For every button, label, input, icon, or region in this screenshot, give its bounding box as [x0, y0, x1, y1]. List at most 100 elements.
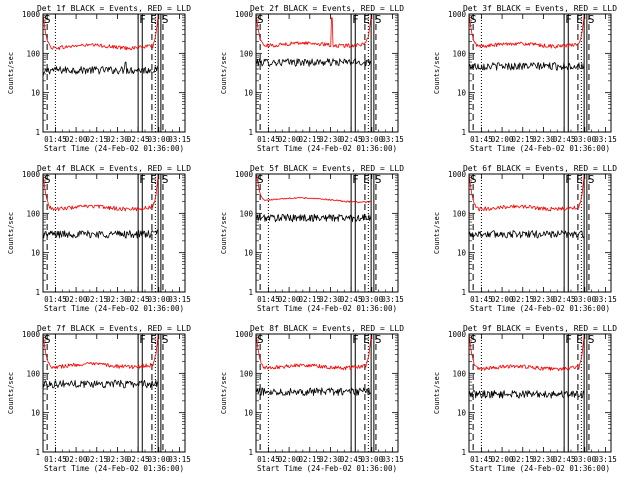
marker-end-label: E — [363, 173, 370, 186]
x-tick-label: 01:45 — [470, 455, 493, 464]
panel-det-4: Det 4f BLACK = Events, RED = LLD Counts/s… — [7, 164, 191, 313]
marker-start-label: S — [257, 13, 264, 26]
x-tick-label: 02:00 — [278, 135, 301, 144]
y-tick-label: 100 — [452, 49, 466, 58]
plot-frame — [42, 13, 186, 133]
y-tick-label: 1000 — [22, 170, 41, 179]
x-axis-label: Start Time (24-Feb-02 01:36:00) — [470, 464, 610, 473]
x-tick-label: 02:30 — [319, 135, 342, 144]
x-tick-label: 02:00 — [278, 295, 301, 304]
plot-frame — [255, 173, 399, 293]
y-tick-label: 1 — [248, 288, 253, 297]
x-axis-label: Start Time (24-Feb-02 01:36:00) — [44, 304, 184, 313]
x-tick-label: 02:30 — [106, 455, 129, 464]
marker-saa-label: S — [588, 173, 595, 186]
x-tick-label: 02:45 — [553, 135, 576, 144]
x-tick-label: 02:15 — [511, 295, 534, 304]
y-tick-label: 100 — [26, 209, 40, 218]
y-tick-label: 100 — [26, 49, 40, 58]
series-events-line — [42, 61, 159, 78]
panel-title: Det 2f BLACK = Events, RED = LLD — [250, 4, 404, 13]
x-tick-label: 03:00 — [361, 455, 384, 464]
y-tick-label: 1000 — [22, 330, 41, 339]
marker-start-label: S — [44, 13, 51, 26]
series-lld-line — [468, 173, 585, 212]
marker-saa-label: S — [375, 13, 382, 26]
x-tick-label: 02:45 — [553, 295, 576, 304]
x-tick-label: 02:15 — [298, 295, 321, 304]
marker-saa-label: S — [588, 333, 595, 346]
series-lld-line — [42, 333, 159, 370]
y-tick-label: 1 — [461, 288, 466, 297]
y-tick-label: 1 — [35, 448, 40, 457]
marker-end-label: E — [150, 333, 157, 346]
series-lld-line — [42, 13, 159, 51]
y-tick-label: 10 — [244, 89, 254, 98]
y-tick-label: 100 — [452, 209, 466, 218]
x-axis-label: Start Time (24-Feb-02 01:36:00) — [44, 144, 184, 153]
y-tick-label: 10 — [31, 249, 41, 258]
y-tick-label: 1 — [35, 128, 40, 137]
marker-flare-label: F — [352, 333, 359, 346]
x-tick-label: 03:15 — [381, 295, 404, 304]
panel-title: Det 7f BLACK = Events, RED = LLD — [37, 324, 191, 333]
x-tick-label: 03:00 — [574, 135, 597, 144]
x-tick-label: 03:15 — [381, 135, 404, 144]
marker-end-label: E — [150, 173, 157, 186]
x-tick-label: 02:00 — [491, 135, 514, 144]
marker-saa-label: S — [588, 13, 595, 26]
x-tick-label: 02:00 — [491, 295, 514, 304]
y-tick-label: 1 — [248, 128, 253, 137]
x-tick-label: 02:15 — [298, 455, 321, 464]
panel-det-2: Det 2f BLACK = Events, RED = LLD Counts/s… — [220, 4, 404, 153]
x-axis-label: Start Time (24-Feb-02 01:36:00) — [44, 464, 184, 473]
x-tick-label: 03:15 — [594, 135, 617, 144]
x-tick-label: 02:15 — [85, 295, 108, 304]
x-tick-label: 02:30 — [532, 135, 555, 144]
x-axis-label: Start Time (24-Feb-02 01:36:00) — [257, 144, 397, 153]
marker-flare-label: F — [565, 173, 572, 186]
marker-start-label: S — [257, 173, 264, 186]
y-axis-label: Counts/sec — [7, 372, 15, 414]
y-axis-label: Counts/sec — [7, 212, 15, 254]
x-tick-label: 02:00 — [65, 135, 88, 144]
x-tick-label: 03:00 — [574, 295, 597, 304]
y-axis-label: Counts/sec — [433, 212, 441, 254]
marker-start-label: S — [470, 333, 477, 346]
y-tick-label: 10 — [457, 409, 467, 418]
panel-det-8: Det 8f BLACK = Events, RED = LLD Counts/s… — [220, 324, 404, 473]
panel-title: Det 3f BLACK = Events, RED = LLD — [463, 4, 617, 13]
x-tick-label: 01:45 — [257, 455, 280, 464]
panel-det-3: Det 3f BLACK = Events, RED = LLD Counts/s… — [433, 4, 617, 153]
series-lld-line — [255, 13, 372, 48]
series-events-line — [468, 62, 585, 71]
series-lld-line — [42, 173, 159, 212]
y-tick-label: 10 — [244, 409, 254, 418]
marker-flare-label: F — [352, 173, 359, 186]
y-axis-label: Counts/sec — [433, 52, 441, 94]
marker-end-label: E — [576, 333, 583, 346]
panel-det-9: Det 9f BLACK = Events, RED = LLD Counts/s… — [433, 324, 617, 473]
x-tick-label: 03:00 — [361, 295, 384, 304]
marker-start-label: S — [470, 13, 477, 26]
x-axis-label: Start Time (24-Feb-02 01:36:00) — [470, 144, 610, 153]
x-tick-label: 02:15 — [298, 135, 321, 144]
x-tick-label: 02:45 — [127, 135, 150, 144]
marker-end-label: E — [576, 13, 583, 26]
plot-frame — [42, 333, 186, 453]
marker-start-label: S — [44, 173, 51, 186]
x-tick-label: 03:15 — [594, 455, 617, 464]
x-tick-label: 03:00 — [574, 455, 597, 464]
series-events-line — [42, 229, 159, 239]
x-tick-label: 03:15 — [168, 455, 191, 464]
marker-saa-label: S — [162, 333, 169, 346]
y-tick-label: 10 — [31, 89, 41, 98]
panel-title: Det 5f BLACK = Events, RED = LLD — [250, 164, 404, 173]
x-tick-label: 01:45 — [44, 295, 67, 304]
panel-det-5: Det 5f BLACK = Events, RED = LLD Counts/s… — [220, 164, 404, 313]
y-axis-label: Counts/sec — [220, 212, 228, 254]
series-events-line — [468, 390, 585, 399]
marker-flare-label: F — [139, 173, 146, 186]
marker-start-label: S — [257, 333, 264, 346]
